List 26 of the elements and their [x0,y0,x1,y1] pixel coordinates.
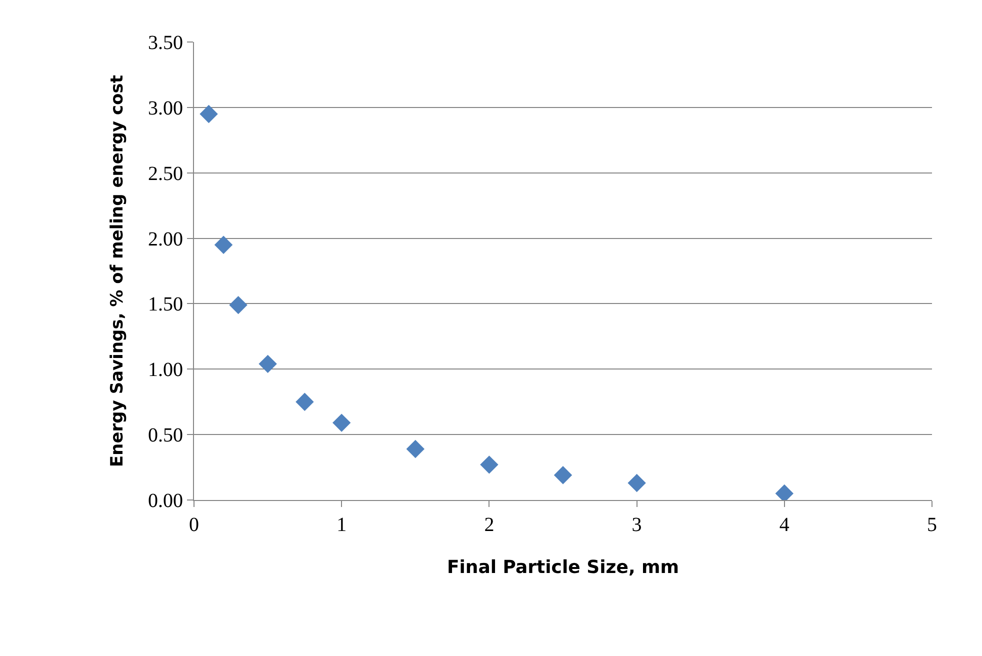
point [480,456,498,474]
y-tick-label: 1.50 [148,294,183,316]
y-tick-label: 3.00 [148,97,183,120]
point [258,354,277,374]
point [200,104,218,124]
x-tick-label: 5 [927,514,937,536]
x-tick-label: 1 [336,514,347,536]
x-tick-label: 3 [632,514,642,536]
point [229,296,248,314]
y-tick-label: 3.50 [148,32,183,54]
x-axis-title: Final Particle Size, mm [446,557,680,578]
y-axis-title: Energy Savings, % of meling energy cost [108,75,128,467]
point [332,414,351,432]
x-tick-label: 4 [779,514,790,536]
x-tick-label: 0 [189,514,199,536]
point [554,466,572,484]
y-tick-label: 2.00 [148,228,183,250]
x-tick-label: 2 [484,514,494,536]
y-tick-label: 2.50 [148,162,183,185]
point [296,392,314,411]
point [628,474,646,492]
y-tick-label: 0.00 [148,490,183,512]
point [406,440,424,458]
y-tick-label: 0.50 [148,424,183,447]
point [214,236,233,254]
y-tick-label: 1.00 [148,359,183,382]
